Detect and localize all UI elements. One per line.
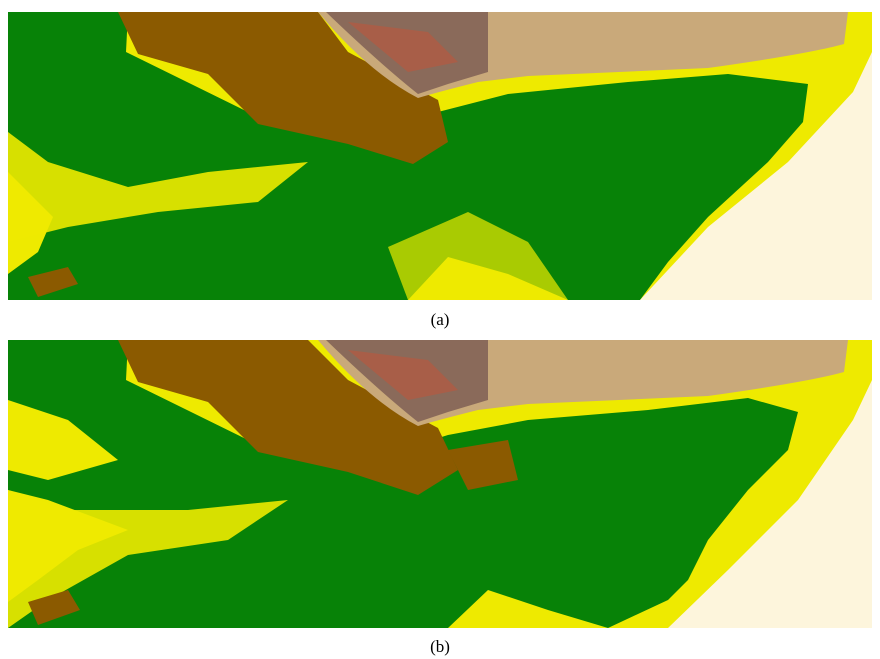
classification-map [8,12,872,300]
page: (a) (b) (() => { const data = JSON.parse… [0,0,880,659]
panel-caption: (a) [431,310,450,329]
classification-map [8,340,872,628]
panel-caption: (b) [430,637,450,656]
figure: (a) (b) [0,0,880,659]
